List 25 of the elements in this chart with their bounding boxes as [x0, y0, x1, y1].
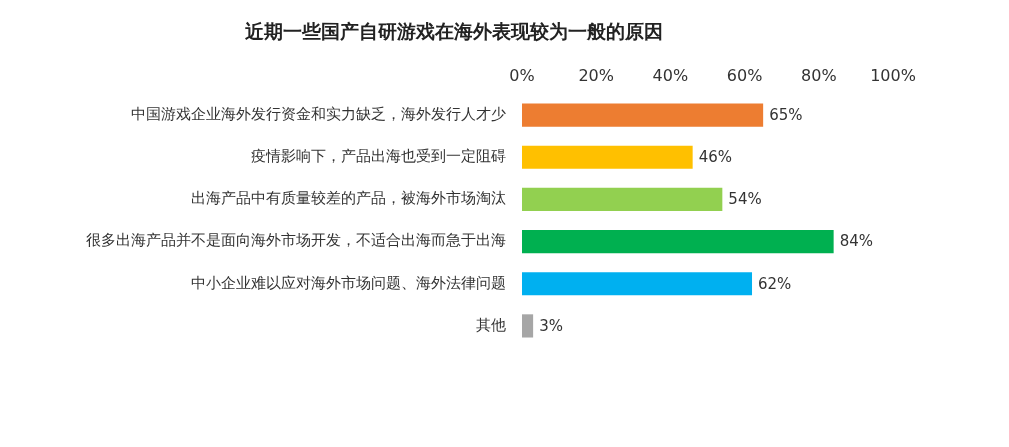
bar	[522, 103, 764, 127]
bar	[522, 187, 723, 212]
data-label: 84%	[839, 232, 873, 251]
x-tick-label: 60%	[726, 65, 763, 85]
y-tick-label: 其他	[476, 315, 506, 334]
x-tick-label: 80%	[801, 65, 837, 85]
bar	[522, 314, 534, 338]
bar	[522, 145, 693, 169]
chart-title: 近期一些国产自研游戏在海外表现较为一般的原因	[244, 20, 663, 43]
data-label: 65%	[769, 105, 803, 124]
x-tick-label: 20%	[578, 65, 614, 85]
y-tick-label: 中小企业难以应对海外市场问题、海外法律问题	[191, 273, 506, 292]
bar	[522, 272, 753, 296]
y-tick-label: 中国游戏企业海外发行资金和实力缺乏，海外发行人才少	[131, 104, 506, 123]
y-tick-label: 疫情影响下，产品出海也受到一定阻碍	[251, 147, 506, 166]
data-label: 62%	[758, 274, 792, 293]
data-label: 54%	[728, 190, 762, 209]
x-tick-label: 100%	[870, 65, 916, 85]
y-tick-label: 很多出海产品并不是面向海外市场开发，不适合出海而急于出海	[86, 231, 506, 250]
y-tick-label: 出海产品中有质量较差的产品，被海外市场淘汰	[191, 189, 506, 208]
bar	[522, 229, 834, 254]
x-tick-label: 0%	[509, 65, 535, 85]
data-label: 3%	[539, 316, 563, 335]
data-label: 46%	[698, 148, 732, 167]
x-tick-label: 40%	[652, 65, 689, 85]
